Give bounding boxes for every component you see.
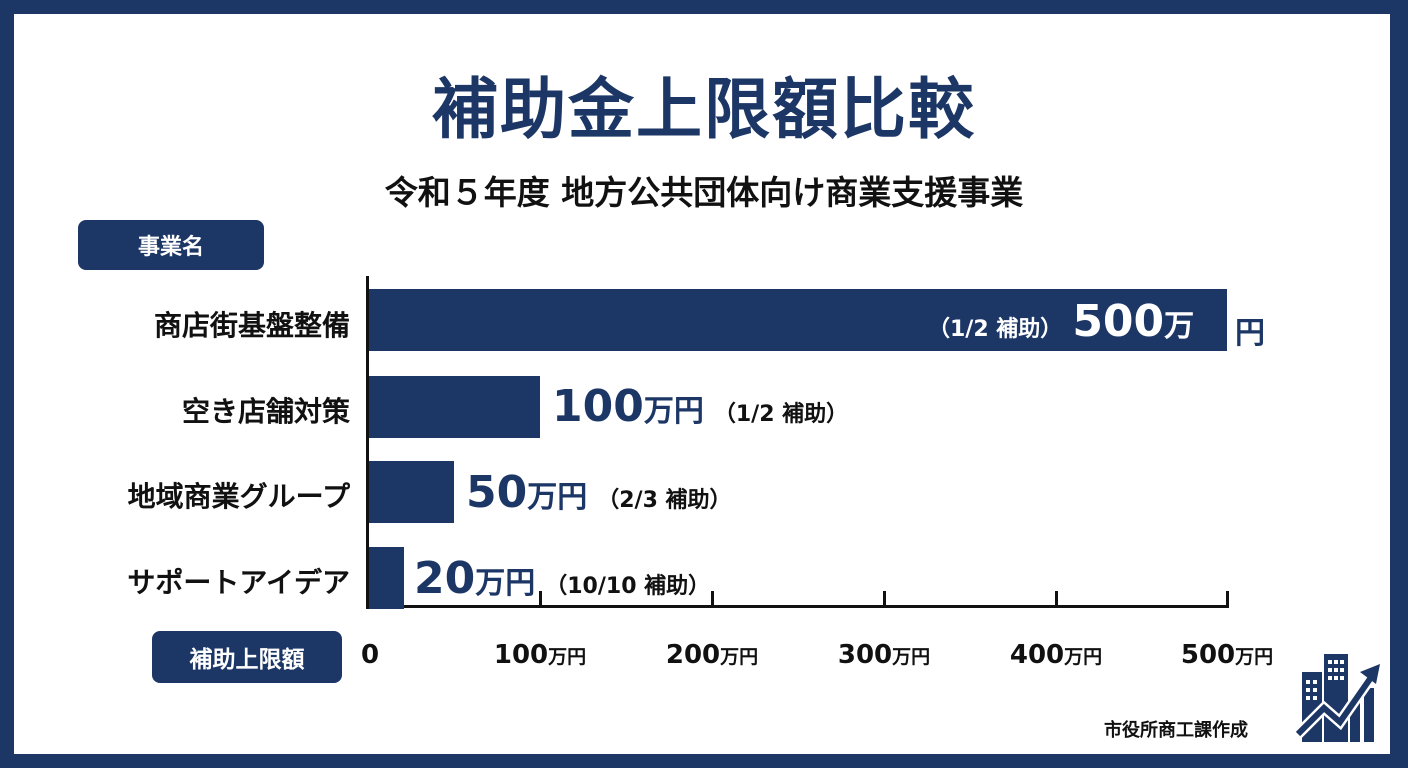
category-label: 空き店舗対策 <box>181 395 350 428</box>
y-axis-line <box>366 276 369 609</box>
value-unit-yen: 円 <box>1235 316 1265 351</box>
value-number: 20 <box>414 553 476 604</box>
value-unit: 万円 <box>475 566 536 601</box>
value-number: 500 <box>1072 296 1165 347</box>
chart-subtitle: 令和５年度 地方公共団体向け商業支援事業 <box>384 173 1024 212</box>
buildings-growth-icon <box>1296 654 1380 742</box>
x-tick-label: 100万円 <box>493 640 587 670</box>
x-tick-label: 200万円 <box>665 640 759 670</box>
x-tick-label: 0 <box>360 640 380 670</box>
chart-title: 補助金上限額比較 <box>432 71 976 148</box>
value-unit: 万 <box>1164 309 1195 344</box>
bar-value-label: 20 万円 （10/10 補助） <box>414 553 710 604</box>
bar-value-label: 100 万円 （1/2 補助） <box>552 381 848 432</box>
bar-shotengai <box>369 289 1227 351</box>
value-number: 50 <box>466 467 528 518</box>
x-tick <box>1226 591 1229 607</box>
value-axis-label: 補助上限額 <box>152 631 342 683</box>
value-number: 100 <box>552 381 644 432</box>
category-axis-label: 事業名 <box>78 220 264 270</box>
subsidy-ratio: （1/2 補助） <box>713 402 849 427</box>
x-tick <box>883 591 886 607</box>
value-unit: 万円 <box>643 394 704 429</box>
x-tick <box>711 591 714 607</box>
bar-support-idea <box>369 547 404 609</box>
x-tick-label: 400万円 <box>1009 640 1103 670</box>
bar-chiiki-group <box>369 461 454 523</box>
credit-text: 市役所商工課作成 <box>1104 720 1248 741</box>
chart-frame <box>14 14 1390 754</box>
category-label: 商店街基盤整備 <box>153 309 350 342</box>
x-tick-label: 500万円 <box>1180 640 1274 670</box>
x-tick <box>1055 591 1058 607</box>
bar-akitenpo <box>369 376 540 438</box>
value-unit: 万円 <box>527 480 588 515</box>
category-label: 地域商業グループ <box>127 480 350 513</box>
x-tick-label: 300万円 <box>837 640 931 670</box>
subsidy-ratio: （2/3 補助） <box>597 488 732 513</box>
subsidy-ratio: （10/10 補助） <box>545 574 711 599</box>
x-axis-line <box>366 605 1229 608</box>
x-tick <box>539 591 542 607</box>
category-label: サポートアイデア <box>127 566 350 599</box>
bar-value-label: （1/2 補助） 500 万 <box>928 296 1194 347</box>
bar-value-label: 50 万円 （2/3 補助） <box>466 467 732 518</box>
subsidy-ratio: （1/2 補助） <box>928 317 1063 342</box>
